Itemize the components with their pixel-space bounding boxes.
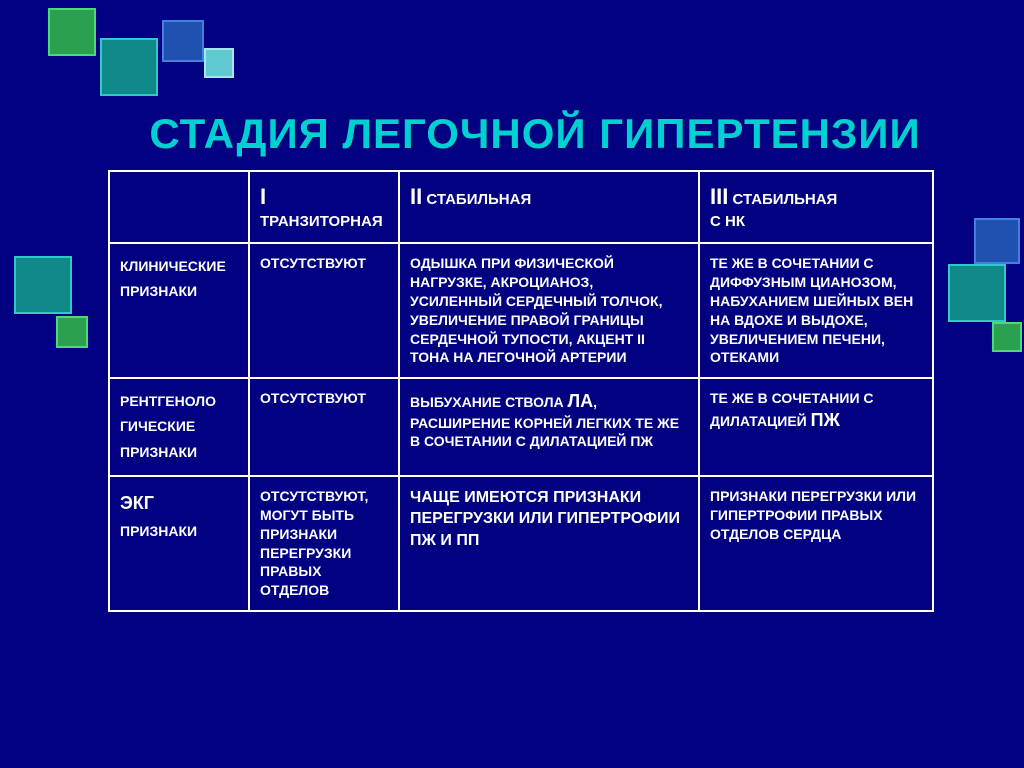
slide-title: СТАДИЯ ЛЕГОЧНОЙ ГИПЕРТЕНЗИИ [110,110,960,158]
header-empty [109,171,249,243]
header-stage-2: II СТАБИЛЬНАЯ [399,171,699,243]
decor-square [974,218,1020,264]
cell: ПРИЗНАКИ ПЕРЕГРУЗКИ ИЛИ ГИПЕРТРОФИИ ПРАВ… [699,476,933,611]
table-row: ЭКГПРИЗНАКИ ОТСУТСТВУЮТ, МОГУТ БЫТЬ ПРИЗ… [109,476,933,611]
header-stage-3: III СТАБИЛЬНАЯ С НК [699,171,933,243]
cell: ТЕ ЖЕ В СОЧЕТАНИИ С ДИЛАТАЦИЕЙ ПЖ [699,378,933,476]
row-head-ecg: ЭКГПРИЗНАКИ [109,476,249,611]
table-row: РЕНТГЕНОЛОГИЧЕСКИЕ ПРИЗНАКИ ОТСУТСТВУЮТ … [109,378,933,476]
table-header-row: I ТРАНЗИТОРНАЯ II СТАБИЛЬНАЯ III СТАБИЛЬ… [109,171,933,243]
decor-square [992,322,1022,352]
decor-square [162,20,204,62]
stages-table: I ТРАНЗИТОРНАЯ II СТАБИЛЬНАЯ III СТАБИЛЬ… [108,170,932,612]
cell: ОТСУТСТВУЮТ [249,243,399,378]
cell: ОТСУТСТВУЮТ [249,378,399,476]
row-head-clinical: КЛИНИЧЕСКИЕПРИЗНАКИ [109,243,249,378]
decor-square [100,38,158,96]
row-head-xray: РЕНТГЕНОЛОГИЧЕСКИЕ ПРИЗНАКИ [109,378,249,476]
decor-square [204,48,234,78]
cell: ТЕ ЖЕ В СОЧЕТАНИИ С ДИФФУЗНЫМ ЦИАНОЗОМ, … [699,243,933,378]
decor-square [948,264,1006,322]
decor-square [14,256,72,314]
decor-square [56,316,88,348]
decor-square [48,8,96,56]
header-stage-1: I ТРАНЗИТОРНАЯ [249,171,399,243]
table-row: КЛИНИЧЕСКИЕПРИЗНАКИ ОТСУТСТВУЮТ ОДЫШКА П… [109,243,933,378]
cell: ОДЫШКА ПРИ ФИЗИЧЕСКОЙ НАГРУЗКЕ, АКРОЦИАН… [399,243,699,378]
cell: ЧАЩЕ ИМЕЮТСЯ ПРИЗНАКИ ПЕРЕГРУЗКИ ИЛИ ГИП… [399,476,699,611]
cell: ВЫБУХАНИЕ СТВОЛА ЛА, РАСШИРЕНИЕ КОРНЕЙ Л… [399,378,699,476]
cell: ОТСУТСТВУЮТ, МОГУТ БЫТЬ ПРИЗНАКИ ПЕРЕГРУ… [249,476,399,611]
